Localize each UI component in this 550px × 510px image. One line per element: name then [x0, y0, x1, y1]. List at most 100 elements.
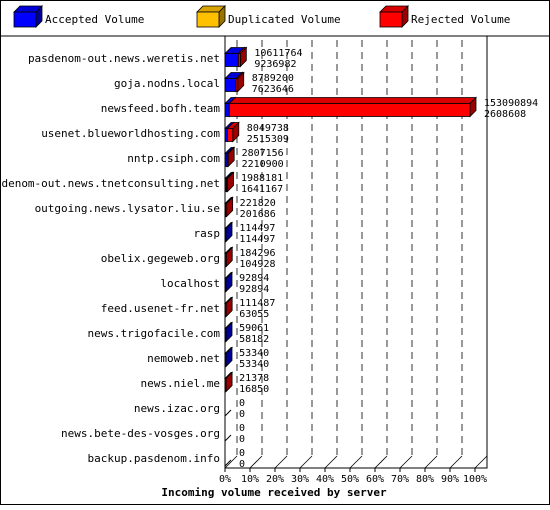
- bar-rejected-volume-14: [224, 378, 227, 392]
- category-label-15: news.izac.org: [134, 402, 220, 415]
- category-label-9: obelix.gegeweb.org: [101, 252, 220, 265]
- value-total-4: 8049738: [247, 123, 289, 134]
- category-label-12: news.trigofacile.com: [88, 327, 221, 340]
- category-label-8: rasp: [194, 227, 221, 240]
- value-accepted-5: 2210900: [242, 159, 284, 170]
- value-total-2: 8789200: [252, 73, 294, 84]
- value-accepted-1: 9236982: [254, 59, 296, 70]
- category-label-4: usenet.blueworldhosting.com: [41, 127, 220, 140]
- grid-foot-30%: [299, 455, 313, 469]
- value-total-14: 21378: [239, 373, 269, 384]
- category-label-13: nemoweb.net: [147, 352, 220, 365]
- grid-foot-10%: [249, 455, 263, 469]
- bar-rejected-volume-14-side: [225, 371, 233, 393]
- bar-accepted-volume-12: [224, 328, 227, 342]
- value-accepted-7: 201686: [240, 209, 276, 220]
- bar-rejected-volume-5: [226, 153, 229, 167]
- bar-empty-17: [224, 459, 232, 467]
- value-accepted-8: 114497: [239, 234, 275, 245]
- value-total-16: 0: [239, 423, 245, 434]
- category-label-11: feed.usenet-fr.net: [101, 302, 220, 315]
- category-label-5: nntp.csiph.com: [127, 152, 220, 165]
- bar-empty-15: [224, 409, 232, 417]
- x-tick-label-80%: 80%: [416, 474, 434, 485]
- grid-foot-70%: [399, 455, 413, 469]
- value-total-10: 92894: [239, 273, 269, 284]
- x-tick-label-50%: 50%: [341, 474, 359, 485]
- value-total-1: 10611764: [254, 48, 302, 59]
- bar-rejected-volume-4: [227, 128, 234, 142]
- category-label-2: goja.nodns.local: [114, 77, 220, 90]
- value-accepted-6: 1641167: [241, 184, 283, 195]
- category-label-10: localhost: [160, 277, 220, 290]
- value-accepted-17: 0: [239, 459, 245, 470]
- legend-swatch-1: [13, 11, 37, 28]
- bar-rejected-volume-9-side: [225, 246, 233, 268]
- grid-foot-20%: [274, 455, 288, 469]
- value-accepted-16: 0: [239, 434, 245, 445]
- bar-rejected-volume-7-side: [226, 196, 234, 218]
- bar-rejected-volume-3: [228, 103, 471, 117]
- value-accepted-10: 92894: [239, 284, 269, 295]
- bar-rejected-volume-2: [235, 78, 239, 92]
- category-label-6: pasdenom-out.news.tnetconsulting.net: [0, 177, 220, 190]
- legend-label-1: Accepted Volume: [45, 13, 144, 26]
- category-label-3: newsfeed.bofh.team: [101, 102, 221, 115]
- x-tick-label-60%: 60%: [366, 474, 384, 485]
- bar-accepted-volume-8: [224, 228, 227, 242]
- category-label-16: news.bete-des-vosges.org: [61, 427, 220, 440]
- grid-foot-0%: [224, 455, 238, 469]
- category-label-1: pasdenom-out.news.weretis.net: [28, 52, 220, 65]
- value-total-15: 0: [239, 398, 245, 409]
- bar-accepted-volume-8-side: [225, 221, 233, 243]
- bar-empty-16: [224, 434, 232, 442]
- bar-accepted-volume-13: [224, 353, 227, 367]
- value-total-12: 59061: [239, 323, 269, 334]
- value-total-6: 1988181: [241, 173, 283, 184]
- value-total-9: 184296: [239, 248, 275, 259]
- value-accepted-9: 104928: [239, 259, 275, 270]
- bar-rejected-volume-11: [224, 303, 227, 317]
- value-accepted-11: 63055: [239, 309, 269, 320]
- grid-foot-90%: [449, 455, 463, 469]
- bar-accepted-volume-3: [224, 103, 230, 117]
- bar-rejected-volume-7: [225, 203, 228, 217]
- x-tick-label-100%: 100%: [463, 474, 487, 485]
- bar-rejected-volume-11-side: [225, 296, 233, 318]
- value-total-17: 0: [239, 448, 245, 459]
- category-label-7: outgoing.news.lysator.liu.se: [35, 202, 220, 215]
- category-label-17: backup.pasdenom.info: [88, 452, 220, 465]
- value-accepted-13: 53340: [239, 359, 269, 370]
- grid-foot-80%: [424, 455, 438, 469]
- x-tick-label-10%: 10%: [241, 474, 259, 485]
- bar-rejected-volume-6: [226, 178, 228, 192]
- legend-label-3: Rejected Volume: [411, 13, 510, 26]
- grid-foot-100%: [474, 455, 488, 469]
- bar-accepted-volume-10: [224, 278, 227, 292]
- x-tick-label-20%: 20%: [266, 474, 284, 485]
- value-total-7: 221820: [240, 198, 276, 209]
- bar-accepted-volume-10-side: [225, 271, 233, 293]
- value-accepted-15: 0: [239, 409, 245, 420]
- x-tick-label-0%: 0%: [219, 474, 231, 485]
- bar-rejected-volume-3-top: [228, 97, 477, 104]
- bar-accepted-volume-2: [224, 78, 237, 92]
- bar-accepted-volume-1: [224, 53, 239, 67]
- x-axis-title: Incoming volume received by server: [161, 486, 387, 499]
- x-tick-label-70%: 70%: [391, 474, 409, 485]
- grid-foot-40%: [324, 455, 338, 469]
- bar-accepted-volume-12-side: [225, 321, 233, 343]
- legend-label-2: Duplicated Volume: [228, 13, 341, 26]
- value-accepted-2: 7623646: [252, 84, 294, 95]
- x-tick-label-30%: 30%: [291, 474, 309, 485]
- value-total-11: 111487: [239, 298, 275, 309]
- bar-accepted-volume-13-side: [225, 346, 233, 368]
- legend-swatch-2: [196, 11, 220, 28]
- plot-area-border: [224, 35, 488, 469]
- category-label-14: news.niel.me: [141, 377, 220, 390]
- grid-foot-60%: [374, 455, 388, 469]
- value-total-5: 2807156: [242, 148, 284, 159]
- value-accepted-4: 2515309: [247, 134, 289, 145]
- value-accepted-14: 16850: [239, 384, 269, 395]
